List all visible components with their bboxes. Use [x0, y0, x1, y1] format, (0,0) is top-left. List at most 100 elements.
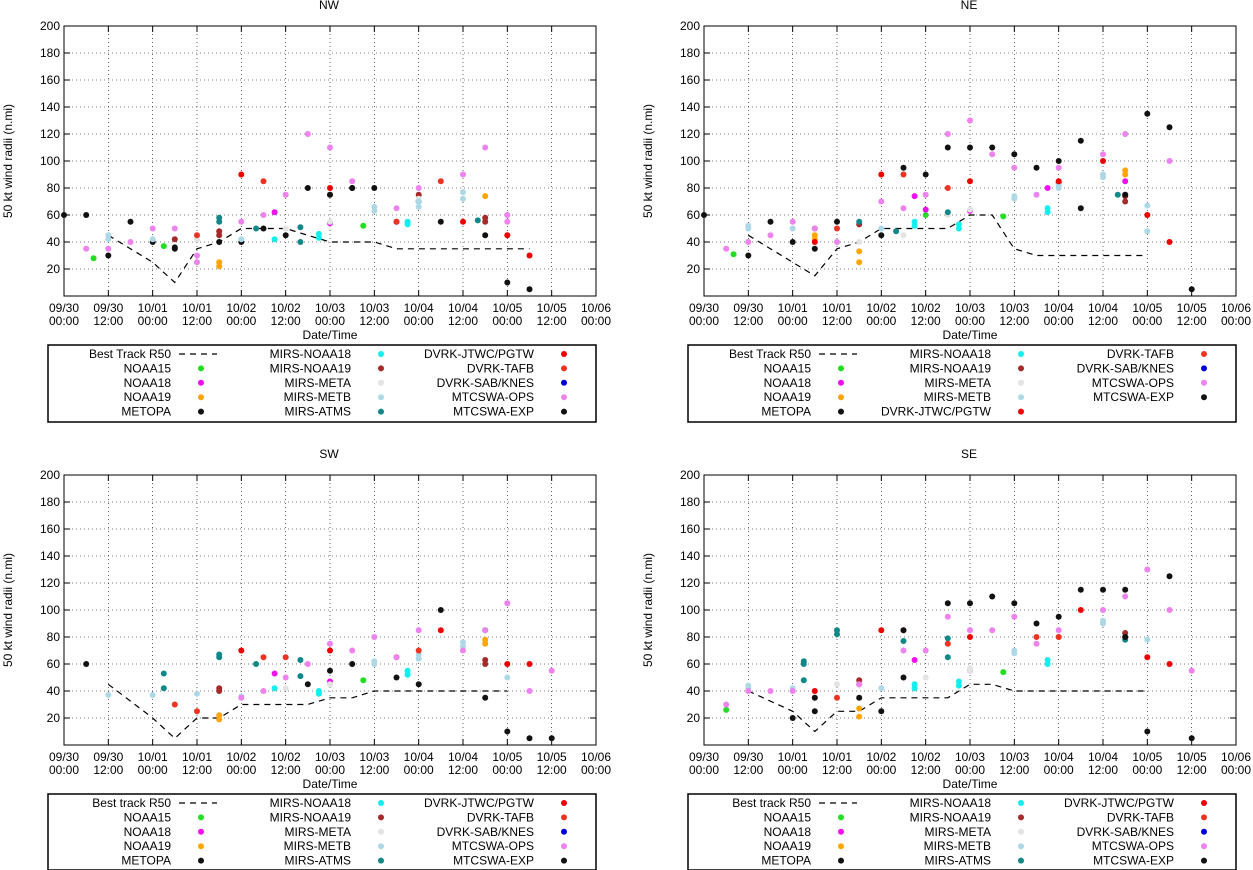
point-mirs-meta — [967, 206, 973, 213]
point-mtcswa-ops — [900, 205, 907, 212]
legend-label: MIRS-NOAA18 — [910, 796, 992, 810]
legend-label: NOAA19 — [764, 839, 812, 853]
point-metopa — [437, 607, 444, 613]
point-metopa — [1055, 158, 1062, 164]
point-mirs-metb — [460, 639, 466, 646]
y-tick-label: 120 — [40, 576, 60, 590]
point-dvrk-jtwc-pgtw — [878, 171, 885, 178]
y-axis-label: 50 kt wind radii (n.mi) — [1, 553, 15, 667]
point-mtcswa-ops — [194, 252, 200, 259]
point-mirs-noaa18 — [955, 225, 962, 232]
y-tick-label: 40 — [47, 684, 61, 698]
point-dvrk-jtwc-pgtw — [1144, 654, 1151, 661]
legend-label: DVRK-JTWC/PGTW — [881, 405, 992, 419]
x-tick-label-time: 12:00 — [1088, 314, 1118, 328]
legend-dot-marker — [1201, 800, 1207, 806]
point-mirs-atms — [944, 654, 951, 661]
point-mtcswa-ops — [1011, 613, 1018, 620]
x-tick-label-date: 09/30 — [689, 301, 719, 315]
point-mirs-meta — [282, 685, 289, 692]
legend-label: METOPA — [121, 854, 171, 868]
point-mirs-metb — [789, 225, 796, 232]
point-mtcswa-ops — [349, 647, 356, 654]
point-mirs-atms — [800, 661, 807, 667]
point-noaa19 — [1122, 171, 1129, 178]
x-tick-label-date: 10/03 — [315, 750, 345, 764]
y-tick-label: 180 — [40, 495, 60, 509]
point-mtcswa-ops — [745, 688, 752, 694]
x-tick-label-date: 10/06 — [581, 750, 611, 764]
point-mtcswa-ops — [238, 218, 245, 225]
panel-nw: NW2040608010012014016018020009/3000:0009… — [1, 0, 611, 423]
x-tick-label-date: 10/03 — [359, 301, 389, 315]
point-mtcswa-ops — [834, 239, 840, 245]
point-mirs-noaa18 — [315, 690, 322, 697]
y-tick-label: 40 — [687, 684, 701, 698]
x-tick-label-time: 00:00 — [778, 314, 808, 328]
point-mtcswa-ops — [371, 634, 378, 640]
point-mirs-noaa19 — [216, 232, 223, 239]
legend-dot-marker — [561, 379, 567, 386]
point-mirs-metb — [1144, 202, 1151, 209]
point-metopa — [811, 708, 818, 715]
point-dvrk-tafb — [194, 708, 200, 715]
point-metopa — [1144, 110, 1151, 117]
point-mtcswa-ops — [260, 688, 267, 694]
legend-frame — [687, 344, 1237, 423]
legend-label: NOAA19 — [124, 390, 172, 404]
legend-label: MTCSWA-EXP — [453, 405, 534, 419]
point-mirs-metb — [149, 692, 156, 698]
legend-dot-marker — [1201, 814, 1207, 821]
x-tick-label-time: 00:00 — [1221, 763, 1251, 777]
point-mirs-atms — [900, 638, 907, 644]
x-tick-label-time: 12:00 — [182, 314, 212, 328]
point-noaa18 — [271, 209, 278, 216]
point-mtcswa-ops — [260, 212, 267, 218]
point-metopa — [1188, 735, 1195, 742]
point-mtcswa-ops — [967, 627, 973, 634]
x-tick-label-time: 00:00 — [1221, 314, 1251, 328]
x-tick-label-date: 09/30 — [49, 301, 79, 315]
point-mtcswa-ops — [944, 613, 951, 620]
point-dvrk-tafb — [282, 654, 289, 661]
point-noaa18 — [1044, 185, 1051, 191]
point-metopa — [900, 164, 907, 171]
point-noaa19 — [482, 193, 489, 200]
x-tick-label-date: 10/05 — [537, 750, 567, 764]
point-mtcswa-ops — [767, 232, 774, 239]
point-dvrk-jtwc-pgtw — [811, 688, 818, 694]
x-tick-label-time: 00:00 — [226, 314, 256, 328]
point-mirs-noaa18 — [1044, 205, 1051, 212]
point-mtcswa-ops — [1122, 593, 1129, 600]
point-metopa — [504, 279, 511, 286]
point-noaa15 — [1000, 213, 1007, 220]
plot-frame — [63, 25, 597, 297]
legend-label: Best track R50 — [732, 796, 811, 810]
point-mtcswa-ops — [789, 688, 796, 694]
legend-label: METOPA — [121, 405, 171, 419]
y-tick-label: 80 — [687, 630, 701, 644]
x-tick-label-date: 09/30 — [733, 301, 763, 315]
point-mtcswa-ops — [989, 627, 996, 634]
point-mtcswa-ops — [1011, 164, 1018, 171]
x-tick-label-date: 09/30 — [733, 750, 763, 764]
x-tick-label-date: 09/30 — [49, 750, 79, 764]
point-mirs-metb — [105, 232, 112, 239]
y-tick-label: 180 — [680, 46, 700, 60]
point-dvrk-jtwc-pgtw — [967, 634, 973, 640]
legend-dot-marker — [561, 828, 567, 835]
point-mtcswa-ops — [460, 647, 466, 654]
point-metopa — [789, 239, 796, 245]
x-tick-label-time: 00:00 — [49, 763, 79, 777]
point-noaa19 — [482, 636, 489, 643]
y-tick-label: 20 — [47, 711, 61, 725]
x-tick-label-date: 10/02 — [226, 750, 256, 764]
point-dvrk-tafb — [437, 178, 444, 185]
point-mirs-metb — [1100, 617, 1106, 624]
legend-label: MTCSWA-OPS — [452, 839, 534, 853]
point-mirs-meta — [900, 232, 907, 239]
x-tick-label-time: 12:00 — [733, 763, 763, 777]
point-mirs-meta — [327, 218, 333, 225]
x-tick-label-time: 00:00 — [138, 314, 168, 328]
point-metopa — [1077, 586, 1084, 593]
